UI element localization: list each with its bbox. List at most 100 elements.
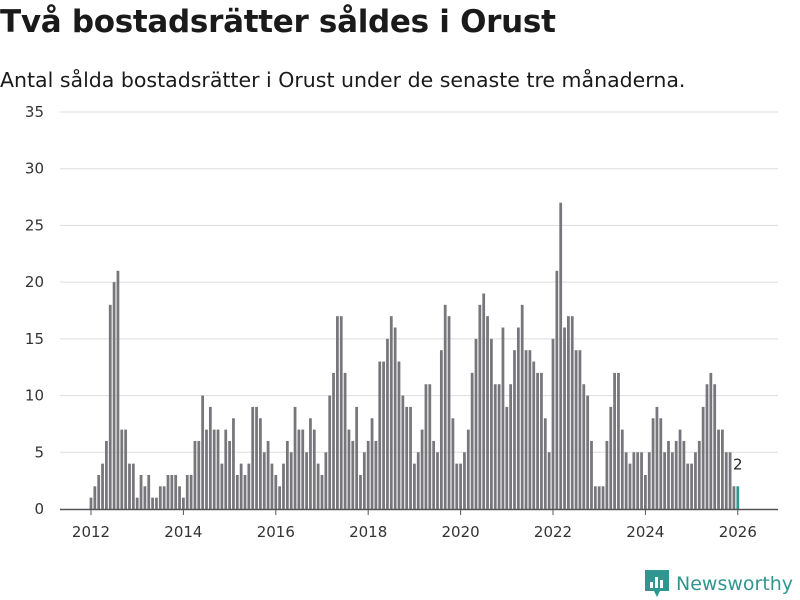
- bar: [201, 395, 205, 509]
- bar: [628, 463, 632, 509]
- bar: [147, 474, 151, 509]
- bar: [551, 338, 555, 509]
- bar: [232, 418, 235, 509]
- bar: [697, 440, 701, 509]
- bar: [717, 429, 720, 509]
- bar: [582, 384, 586, 509]
- bar: [309, 418, 312, 509]
- bar: [101, 463, 104, 509]
- x-tick-label: 2018: [349, 523, 387, 541]
- chart-title: Två bostadsrätter såldes i Orust: [0, 4, 556, 40]
- bar: [694, 452, 697, 509]
- bar: [586, 395, 590, 509]
- bar: [320, 474, 324, 509]
- bar: [166, 474, 170, 509]
- bar: [493, 384, 497, 509]
- bar: [343, 372, 347, 509]
- bar: [574, 350, 578, 509]
- y-tick-label: 35: [25, 103, 44, 121]
- bar: [208, 406, 212, 509]
- bar: [332, 372, 335, 509]
- bar: [197, 440, 201, 509]
- bar: [362, 452, 366, 509]
- bar: [540, 372, 543, 509]
- bar: [690, 463, 693, 509]
- bar: [270, 463, 274, 509]
- bar: [285, 440, 289, 509]
- bar: [89, 497, 93, 509]
- bar: [651, 418, 655, 509]
- bar: [578, 350, 582, 509]
- bar: [116, 270, 120, 509]
- bar: [505, 406, 509, 509]
- bar: [259, 418, 262, 509]
- axis-layer: 0 5 10 15 20 25 30 35 2012 2014 2016 2018 2020 2022 20…: [25, 103, 778, 541]
- bar: [366, 440, 370, 509]
- chart-logo-icon: [645, 570, 669, 597]
- bar: [482, 293, 486, 509]
- bar: [509, 384, 513, 509]
- bar: [266, 440, 270, 509]
- bar: [112, 282, 116, 509]
- bar: [490, 338, 493, 509]
- bar: [501, 327, 505, 509]
- bar: [355, 406, 359, 509]
- y-tick-label: 20: [25, 273, 44, 291]
- bar: [478, 304, 482, 509]
- bar: [139, 474, 143, 509]
- bar: [282, 463, 285, 509]
- bar: [670, 452, 674, 509]
- bar: [567, 316, 570, 509]
- bar: [235, 474, 239, 509]
- y-tick-label: 25: [25, 216, 44, 234]
- bar: [713, 384, 717, 509]
- bar: [632, 452, 636, 509]
- bar: [135, 497, 139, 509]
- bar: [636, 452, 640, 509]
- bar: [205, 429, 208, 509]
- bar: [405, 406, 409, 509]
- label-layer: 2: [733, 455, 743, 473]
- bar: [536, 372, 539, 509]
- bar: [721, 429, 724, 509]
- bar: [432, 440, 436, 509]
- bar: [262, 452, 266, 509]
- bar: [709, 372, 713, 509]
- bar: [158, 486, 162, 509]
- bar: [289, 452, 293, 509]
- bar: [443, 304, 447, 509]
- bar: [297, 429, 301, 509]
- bar: [120, 429, 124, 509]
- bar: [424, 384, 428, 509]
- bar: [447, 316, 451, 509]
- bar: [185, 474, 189, 509]
- bar: [590, 440, 593, 509]
- bar: [305, 452, 308, 509]
- bar: [570, 316, 574, 509]
- bar: [151, 497, 154, 509]
- bars-layer: [89, 202, 740, 510]
- bar: [255, 406, 258, 509]
- bar: [559, 202, 563, 510]
- newsworthy-logo: Newsworthy: [644, 569, 793, 599]
- bar: [682, 440, 686, 509]
- bar: [705, 384, 709, 509]
- bar: [228, 440, 231, 509]
- last-value-label: 2: [733, 455, 743, 473]
- bar: [617, 372, 620, 509]
- bar: [193, 440, 197, 509]
- bar: [597, 486, 601, 509]
- bar: [212, 429, 216, 509]
- bar: [555, 270, 559, 509]
- y-tick-label: 15: [25, 330, 44, 348]
- bar: [382, 361, 385, 509]
- bar: [216, 429, 220, 509]
- bar: [274, 474, 278, 509]
- bar: [93, 486, 97, 509]
- bar: [239, 463, 243, 509]
- bar: [155, 497, 158, 509]
- bar: [351, 440, 355, 509]
- bar: [455, 463, 459, 509]
- bar: [674, 440, 678, 509]
